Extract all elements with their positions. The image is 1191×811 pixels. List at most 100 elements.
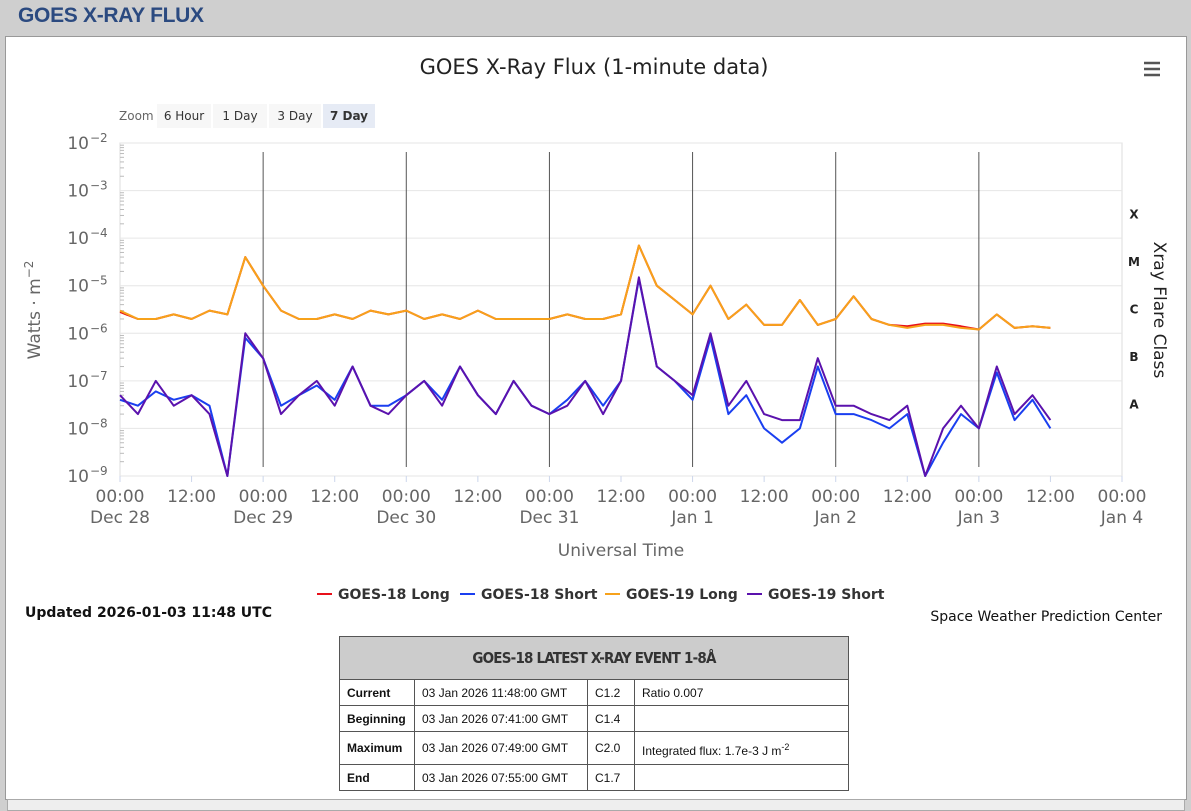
x-tick-label: 12:00 [740, 487, 789, 507]
table-title: GOES-18 LATEST X-RAY EVENT 1-8Å [339, 636, 849, 680]
cell [634, 764, 849, 791]
x-tick-label: 00:00 [525, 487, 574, 507]
flux-text: Integrated flux: 1.7e-3 J m [642, 743, 782, 758]
table-row: End 03 Jan 2026 07:55:00 GMT C1.7 [339, 764, 849, 791]
zoom-button[interactable] [213, 104, 267, 128]
event-table: GOES-18 LATEST X-RAY EVENT 1-8Å Current 0… [339, 636, 849, 791]
y-tick-label: 10 [67, 229, 89, 249]
flare-class-label: A [1129, 398, 1139, 412]
x-tick-label: 00:00 [668, 487, 717, 507]
y-tick-sup: −5 [90, 274, 108, 288]
x-tick-label: 00:00 [1098, 487, 1147, 507]
table-row: Maximum 03 Jan 2026 07:49:00 GMT C2.0 Integ… [339, 731, 849, 765]
x-tick-date: Dec 28 [90, 508, 150, 528]
cell: 03 Jan 2026 07:55:00 GMT [414, 764, 588, 791]
flare-class-label: X [1129, 207, 1139, 221]
flare-class-label: B [1129, 350, 1138, 364]
menu-icon[interactable] [1144, 61, 1160, 77]
zoom-button-label[interactable]: 7 Day [330, 109, 368, 123]
legend-item[interactable]: GOES-18 Short [460, 587, 598, 603]
y-tick-sup: −3 [90, 179, 108, 193]
x-tick-date: Dec 29 [233, 508, 293, 528]
y-axis-label: Watts · m−2 [22, 261, 45, 360]
plot-area [119, 142, 1123, 477]
cell [634, 705, 849, 732]
cell: Current [339, 679, 415, 706]
x-tick-date: Dec 31 [519, 508, 579, 528]
cell: C1.2 [587, 679, 635, 706]
legend-label: GOES-19 Short [768, 587, 885, 603]
y-tick-label: 10 [67, 419, 89, 439]
legend-label: GOES-18 Long [338, 587, 450, 603]
x-tick-date: Jan 3 [957, 508, 1000, 528]
y-tick-label: 10 [67, 277, 89, 297]
cell: 03 Jan 2026 11:48:00 GMT [414, 679, 588, 706]
flare-class-label: C [1130, 303, 1139, 317]
legend-item[interactable]: GOES-19 Long [605, 587, 738, 603]
legend-label: GOES-18 Short [481, 587, 598, 603]
updated-text: Updated 2026-01-03 11:48 UTC [25, 605, 272, 621]
y-tick-sup: −8 [90, 416, 108, 430]
credit: Space Weather Prediction Center [930, 609, 1162, 625]
legend-label: GOES-19 Long [626, 587, 738, 603]
flare-class-label: M [1128, 255, 1140, 269]
y-tick-sup: −2 [90, 131, 108, 145]
x-tick-date: Jan 4 [1100, 508, 1143, 528]
series-line [119, 277, 1052, 477]
y-tick-sup: −7 [90, 369, 108, 383]
x-axis-label: Universal Time [558, 541, 684, 561]
x-tick-label: 00:00 [239, 487, 288, 507]
cell: C1.7 [587, 764, 635, 791]
flux-sup: -2 [781, 741, 790, 752]
zoom-label: Zoom [119, 109, 154, 123]
series-line [119, 276, 1052, 477]
x-tick-label: 12:00 [453, 487, 502, 507]
x-tick-label: 00:00 [954, 487, 1003, 507]
zoom-button[interactable] [323, 104, 375, 128]
cell: Maximum [339, 731, 415, 765]
chart-title: GOES X-Ray Flux (1-minute data) [420, 55, 769, 79]
y-tick-label: 10 [67, 134, 89, 154]
x-tick-label: 00:00 [96, 487, 145, 507]
cell: 03 Jan 2026 07:41:00 GMT [414, 705, 588, 732]
y-tick-sup: −9 [90, 464, 108, 478]
cell: Beginning [339, 705, 415, 732]
x-tick-label: 12:00 [597, 487, 646, 507]
legend-item[interactable]: GOES-19 Short [747, 587, 885, 603]
zoom-button-label[interactable]: 6 Hour [164, 109, 204, 123]
x-tick-label: 12:00 [883, 487, 932, 507]
zoom-button[interactable] [157, 104, 211, 128]
zoom-button-label[interactable]: 3 Day [277, 109, 312, 123]
y-tick-label: 10 [67, 372, 89, 392]
y-tick-label: 10 [67, 182, 89, 202]
page-title: GOES X-RAY FLUX [18, 4, 204, 27]
legend-item[interactable]: GOES-18 Long [317, 587, 450, 603]
cell: End [339, 764, 415, 791]
cell: C2.0 [587, 731, 635, 765]
cell: 03 Jan 2026 07:49:00 GMT [414, 731, 588, 765]
series-line [119, 244, 1051, 331]
series-line [119, 244, 1051, 331]
table-row: Beginning 03 Jan 2026 07:41:00 GMT C1.4 [339, 705, 849, 732]
y-tick-label: 10 [67, 467, 89, 487]
cell: Integrated flux: 1.7e-3 J m-2 [634, 731, 849, 765]
x-tick-date: Jan 2 [813, 508, 856, 528]
x-tick-date: Dec 30 [376, 508, 436, 528]
zoom-button[interactable] [269, 104, 321, 128]
y-axis-label-sup: −2 [22, 261, 36, 279]
zoom-button-label[interactable]: 1 Day [222, 109, 257, 123]
y-tick-sup: −6 [90, 321, 108, 335]
y-tick-label: 10 [67, 324, 89, 344]
x-tick-label: 12:00 [310, 487, 359, 507]
x-tick-label: 00:00 [811, 487, 860, 507]
x-tick-label: 12:00 [167, 487, 216, 507]
x-tick-date: Jan 1 [670, 508, 713, 528]
cell: Ratio 0.007 [634, 679, 849, 706]
cell: C1.4 [587, 705, 635, 732]
y-tick-sup: −4 [90, 226, 108, 240]
y-axis-label-text: Watts · m [25, 278, 45, 359]
table-row: Current 03 Jan 2026 11:48:00 GMT C1.2 Ratio… [339, 679, 849, 706]
x-tick-label: 12:00 [1026, 487, 1075, 507]
